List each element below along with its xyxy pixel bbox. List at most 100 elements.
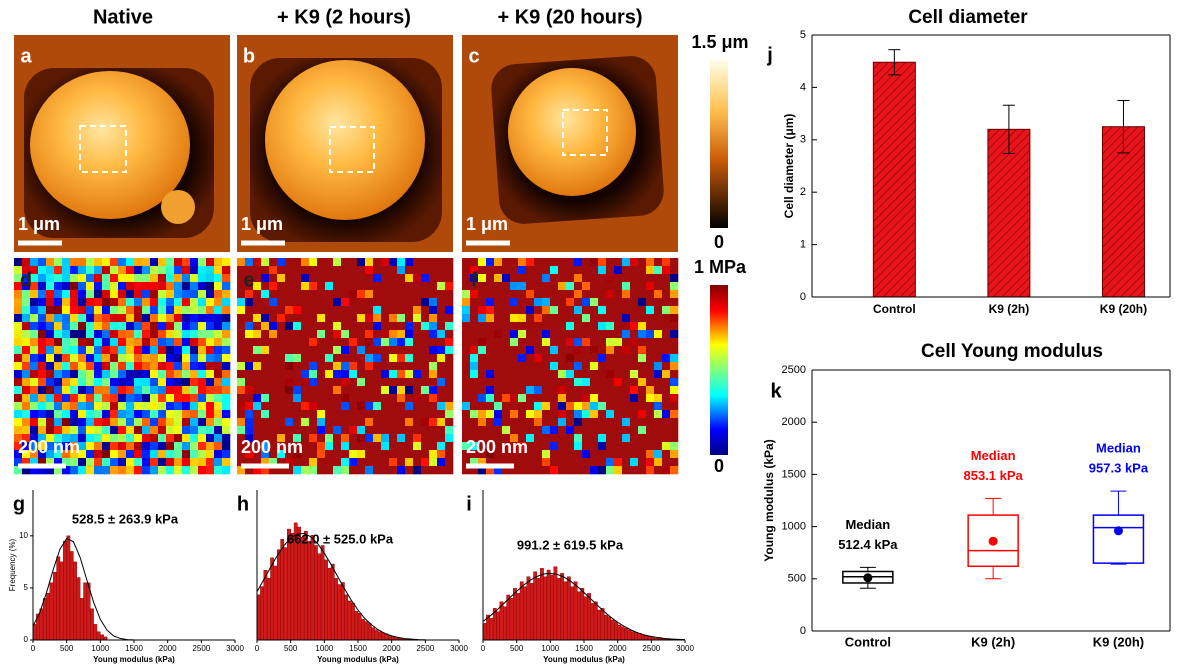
map-pixel	[70, 362, 79, 371]
map-pixel	[94, 322, 103, 331]
map-pixel	[78, 402, 87, 411]
map-pixel	[638, 370, 647, 379]
map-pixel	[518, 330, 527, 339]
map-pixel	[462, 298, 471, 307]
map-pixel	[62, 458, 71, 467]
histogram-bar	[320, 545, 325, 641]
map-pixel	[470, 338, 479, 347]
map-pixel	[646, 370, 655, 379]
map-pixel	[662, 418, 671, 427]
map-pixel	[158, 282, 167, 291]
map-pixel	[134, 450, 143, 459]
map-pixel	[182, 298, 191, 307]
map-pixel	[110, 362, 119, 371]
map-pixel	[582, 258, 591, 267]
map-pixel	[333, 450, 342, 459]
map-pixel	[518, 378, 527, 387]
map-pixel	[30, 450, 39, 459]
map-pixel	[206, 362, 215, 371]
x-tick-label: 2500	[192, 644, 210, 653]
map-pixel	[110, 346, 119, 355]
colorbar	[710, 285, 728, 455]
histogram-bar	[553, 566, 558, 641]
panel-label: c	[468, 45, 479, 67]
map-pixel	[445, 378, 454, 387]
map-pixel	[214, 362, 223, 371]
map-pixel	[534, 402, 543, 411]
map-pixel	[341, 426, 350, 435]
map-pixel	[470, 450, 479, 459]
map-pixel	[214, 434, 223, 443]
map-pixel	[550, 354, 559, 363]
colorbar	[710, 60, 728, 228]
map-pixel	[54, 362, 63, 371]
map-pixel	[630, 306, 639, 315]
map-pixel	[670, 282, 679, 291]
map-pixel	[253, 354, 262, 363]
histogram-bar	[361, 619, 365, 641]
map-pixel	[421, 434, 430, 443]
map-pixel	[30, 394, 39, 403]
map-pixel	[397, 330, 406, 339]
map-pixel	[293, 434, 302, 443]
map-pixel	[470, 258, 479, 267]
map-pixel	[534, 322, 543, 331]
map-pixel	[277, 354, 286, 363]
map-pixel	[277, 306, 286, 315]
map-pixel	[70, 306, 79, 315]
map-pixel	[174, 282, 183, 291]
map-pixel	[142, 386, 151, 395]
map-pixel	[381, 354, 390, 363]
map-pixel	[94, 466, 103, 475]
map-pixel	[590, 458, 599, 467]
map-pixel	[206, 314, 215, 323]
map-pixel	[630, 458, 639, 467]
map-pixel	[30, 354, 39, 363]
map-pixel	[237, 266, 246, 275]
map-pixel	[237, 362, 246, 371]
map-pixel	[502, 378, 511, 387]
histogram-bar	[53, 572, 57, 641]
map-pixel	[110, 458, 119, 467]
map-pixel	[558, 386, 567, 395]
map-pixel	[245, 418, 254, 427]
map-pixel	[22, 394, 31, 403]
map-pixel	[486, 290, 495, 299]
map-pixel	[94, 450, 103, 459]
map-pixel	[478, 466, 487, 475]
map-pixel	[397, 426, 406, 435]
map-pixel	[253, 266, 262, 275]
map-pixel	[462, 386, 471, 395]
annotation-text: 957.3 kPa	[1089, 461, 1149, 476]
x-tick-label: 500	[284, 644, 298, 653]
map-pixel	[502, 258, 511, 267]
map-pixel	[502, 274, 511, 283]
map-pixel	[70, 338, 79, 347]
map-pixel	[269, 386, 278, 395]
panel-label: k	[770, 380, 782, 402]
map-pixel	[86, 258, 95, 267]
map-pixel	[285, 266, 294, 275]
map-pixel	[429, 266, 438, 275]
map-pixel	[630, 338, 639, 347]
map-pixel	[38, 362, 47, 371]
map-pixel	[606, 418, 615, 427]
map-pixel	[301, 450, 310, 459]
map-pixel	[198, 426, 207, 435]
map-pixel	[574, 282, 583, 291]
map-pixel	[126, 274, 135, 283]
map-pixel	[78, 338, 87, 347]
map-pixel	[437, 394, 446, 403]
map-pixel	[590, 258, 599, 267]
map-pixel	[38, 330, 47, 339]
map-pixel	[381, 410, 390, 419]
map-pixel	[542, 266, 551, 275]
map-pixel	[301, 354, 310, 363]
map-pixel	[309, 322, 318, 331]
map-pixel	[373, 314, 382, 323]
map-pixel	[590, 274, 599, 283]
map-pixel	[502, 410, 511, 419]
map-pixel	[134, 378, 143, 387]
map-pixel	[214, 346, 223, 355]
map-pixel	[102, 330, 111, 339]
